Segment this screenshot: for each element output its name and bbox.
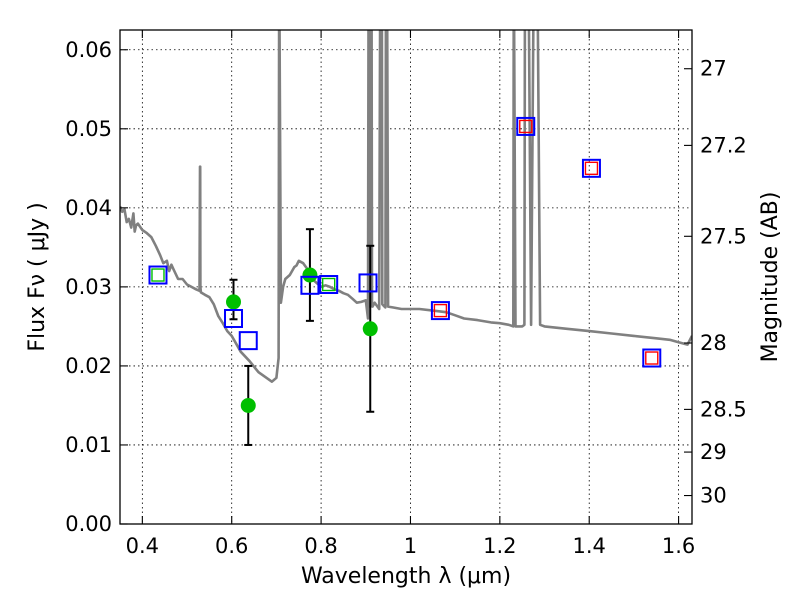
plot-area	[120, 30, 692, 446]
y-tick-label: 0.03	[65, 275, 112, 299]
model-square-inner	[151, 268, 165, 282]
observed-points	[226, 267, 378, 413]
model-square	[148, 265, 168, 285]
model-square	[319, 275, 339, 295]
right-tick-label: 27.5	[700, 224, 747, 248]
y-tick-label: 0.04	[65, 196, 112, 220]
axis-tick-labels: 0.4 0.6 0.8 1 1.2 1.4 1.6 0.00 0.01 0.02 0.03 0.04 0…	[65, 38, 747, 558]
plot-frame	[119, 29, 693, 525]
model-square	[581, 158, 601, 178]
x-tick-label: 1.2	[483, 534, 516, 558]
right-tick-label: 27.2	[700, 133, 747, 157]
right-axis-label: Magnitude (AB)	[758, 192, 783, 363]
model-spectrum-line	[120, 30, 692, 383]
y-tick-label: 0.01	[65, 433, 112, 457]
x-tick-label: 1.4	[573, 534, 606, 558]
model-square-inner	[321, 277, 336, 292]
observed-point	[362, 321, 378, 337]
x-tick-label: 1.6	[662, 534, 695, 558]
y-tick-label: 0.06	[65, 38, 112, 62]
right-tick-label: 27	[700, 57, 727, 81]
y-tick-label: 0.05	[65, 117, 112, 141]
observed-point	[226, 294, 242, 310]
model-square	[238, 331, 258, 351]
model-square	[358, 273, 378, 293]
x-tick-label: 1	[404, 534, 417, 558]
observed-point	[240, 397, 256, 413]
x-tick-label: 0.4	[126, 534, 159, 558]
x-axis-label: Wavelength λ (μm)	[301, 564, 511, 589]
y-axis-label: Flux Fν ( μJy )	[25, 202, 50, 351]
right-tick-label: 28	[700, 331, 727, 355]
y-tick-label: 0.02	[65, 354, 112, 378]
y-tick-label: 0.00	[65, 512, 112, 536]
model-square	[300, 275, 320, 295]
right-tick-label: 29	[700, 440, 727, 464]
axis-ticks	[120, 30, 692, 525]
right-tick-label: 30	[700, 484, 727, 508]
x-tick-label: 0.8	[304, 534, 337, 558]
x-tick-label: 0.6	[215, 534, 248, 558]
model-square	[642, 348, 662, 368]
model-squares	[148, 116, 662, 368]
model-square	[516, 116, 536, 136]
model-square	[430, 301, 450, 321]
grid-lines	[120, 30, 692, 525]
model-square	[224, 308, 244, 328]
model-square-inner	[433, 303, 448, 318]
right-tick-label: 28.5	[700, 397, 747, 421]
model-square-inner	[584, 161, 599, 176]
model-square-inner	[645, 351, 659, 365]
observed-point	[302, 267, 318, 283]
model-square-inner	[519, 119, 533, 134]
